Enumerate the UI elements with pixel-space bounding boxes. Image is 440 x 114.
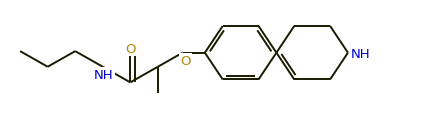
Text: NH: NH — [94, 68, 114, 81]
Text: NH: NH — [351, 48, 370, 61]
Text: O: O — [125, 42, 136, 55]
Text: O: O — [180, 54, 191, 67]
